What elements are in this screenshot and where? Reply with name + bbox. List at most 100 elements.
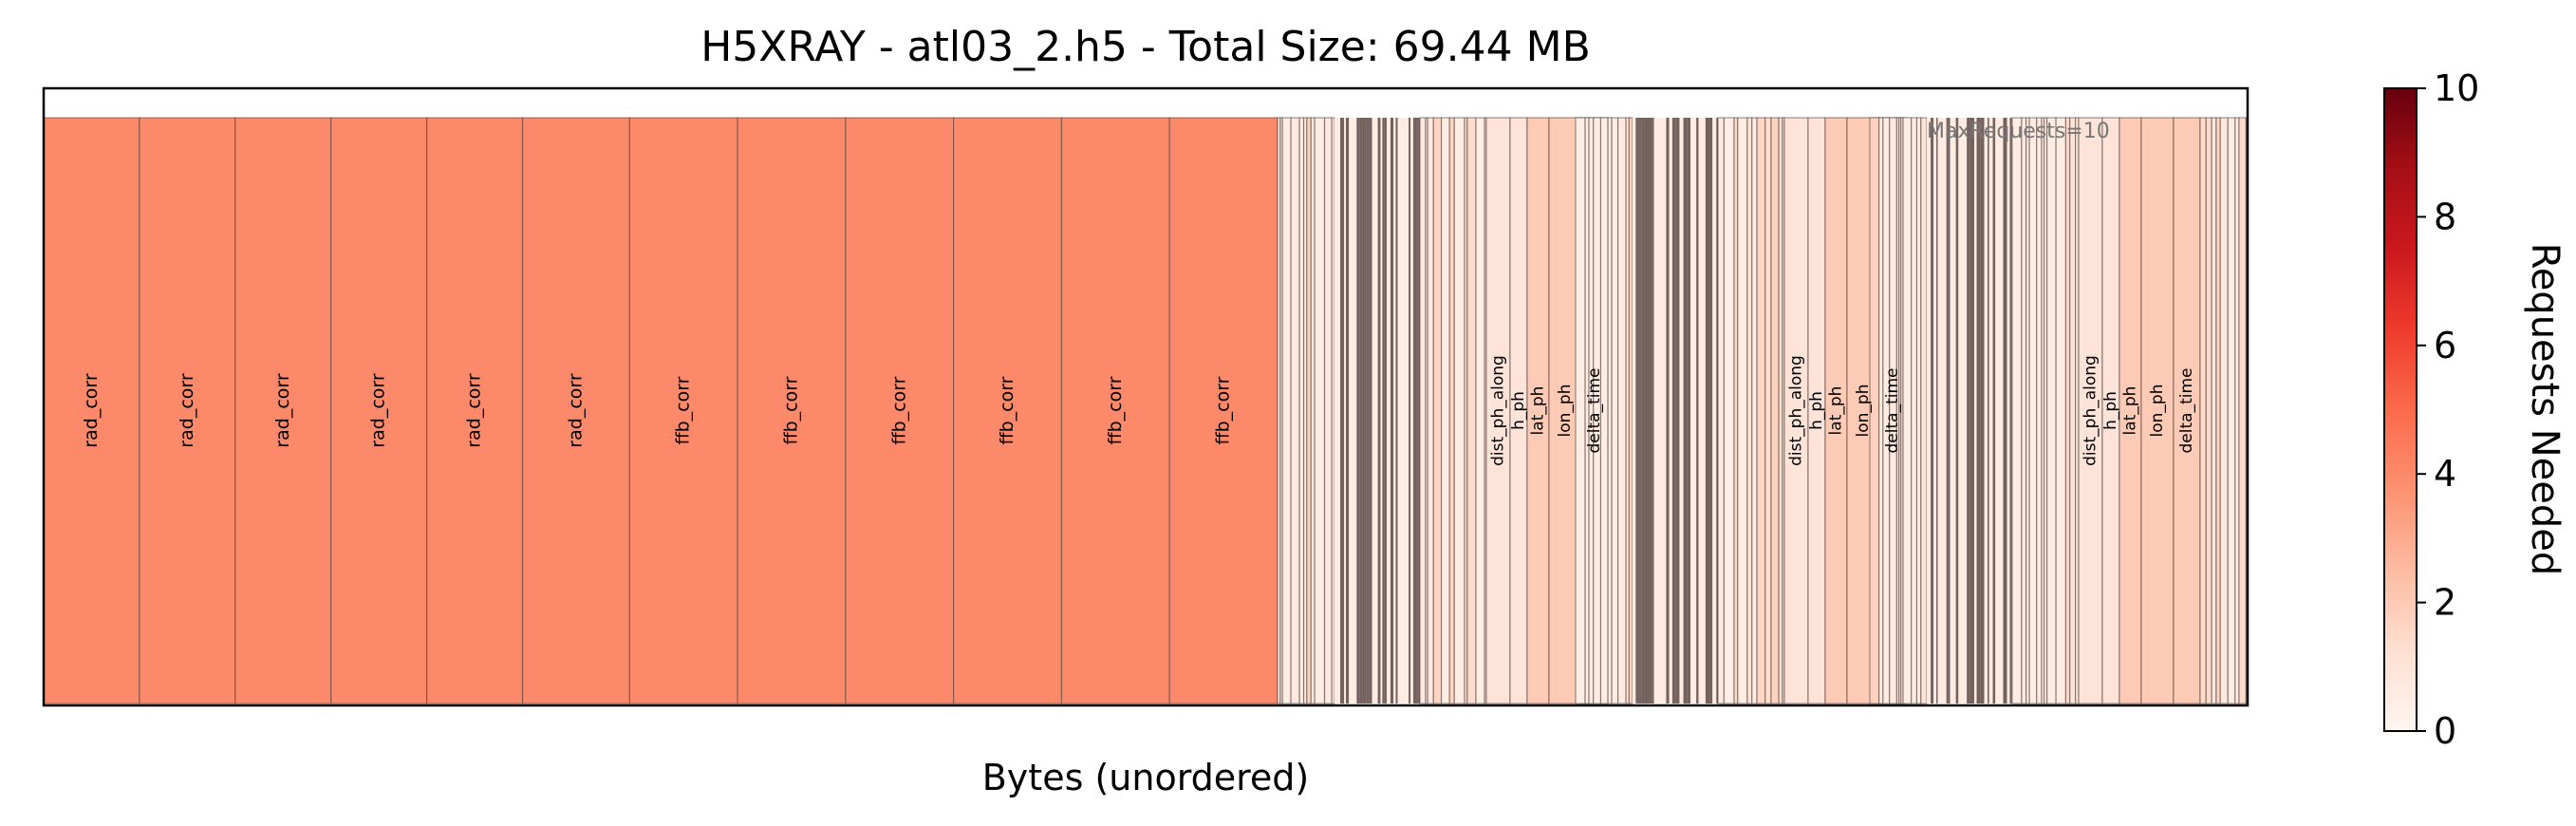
small-chunk — [1992, 118, 1996, 704]
small-chunk — [1386, 118, 1390, 704]
small-chunk — [2009, 118, 2012, 704]
small-chunk — [1657, 118, 1660, 704]
small-chunk — [1920, 117, 1928, 704]
small-chunk — [1988, 118, 1989, 704]
colorbar-tick-label: 0 — [2434, 710, 2456, 752]
small-chunk — [1958, 118, 1962, 704]
small-chunk — [1933, 118, 1937, 704]
x-axis-label: Bytes (unordered) — [982, 757, 1310, 798]
block-label: lon_ph — [2148, 385, 2167, 438]
small-chunk — [1344, 118, 1346, 704]
small-chunk — [1679, 118, 1684, 704]
small-chunk — [1980, 118, 1985, 704]
block-label: h_ph — [1807, 391, 1826, 430]
block-label: rad_corr — [464, 373, 485, 448]
small-chunk — [1961, 118, 1966, 704]
colorbar-tick-label: 6 — [2434, 325, 2456, 366]
small-chunk — [1338, 118, 1341, 704]
small-chunk — [1675, 118, 1680, 704]
small-chunk — [1652, 118, 1654, 704]
small-chunk — [2046, 117, 2057, 704]
small-chunk — [1409, 118, 1411, 704]
small-chunk — [1969, 118, 1974, 704]
small-chunk — [2199, 117, 2207, 704]
small-chunk — [1448, 117, 1455, 704]
small-chunk — [1466, 117, 1477, 704]
block-label: dist_ph_along — [1787, 355, 1806, 466]
small-chunk — [1939, 118, 1944, 704]
small-chunk — [2036, 117, 2043, 704]
colorbar-tick-label: 4 — [2434, 453, 2456, 495]
small-chunk — [1384, 118, 1387, 704]
small-chunk — [2028, 117, 2038, 704]
small-chunk — [1331, 117, 1335, 704]
small-chunk — [1698, 118, 1703, 704]
small-chunk — [1314, 117, 1326, 704]
small-chunk — [2021, 117, 2027, 704]
small-chunk — [1306, 117, 1312, 704]
small-chunk — [1290, 117, 1300, 704]
byte-block — [737, 117, 847, 704]
small-chunk — [1410, 118, 1413, 704]
small-chunk — [1366, 118, 1370, 704]
small-chunk — [1440, 117, 1450, 704]
small-chunk — [1950, 118, 1952, 704]
colorbar-tick-label: 8 — [2434, 196, 2456, 237]
small-chunk — [2007, 118, 2010, 704]
small-chunk — [1717, 117, 1725, 704]
small-chunk — [1400, 118, 1406, 704]
small-chunk — [1943, 118, 1947, 704]
small-chunk — [2064, 117, 2071, 704]
small-chunk — [1999, 118, 2004, 704]
small-chunk — [1390, 118, 1394, 704]
small-chunk — [1915, 117, 1922, 704]
small-chunk — [1902, 117, 1913, 704]
small-chunk — [1382, 118, 1385, 704]
small-chunk — [1281, 117, 1292, 704]
small-chunk — [1405, 118, 1409, 704]
block-label: ffb_corr — [781, 376, 802, 444]
small-chunk — [2211, 117, 2217, 704]
small-chunk — [1628, 117, 1633, 704]
byte-block — [521, 117, 630, 704]
small-chunk — [1911, 117, 1918, 704]
small-chunk — [1393, 118, 1396, 704]
small-chunk — [1617, 117, 1627, 704]
block-label: lon_ph — [1556, 385, 1575, 438]
block-label: delta_time — [1585, 368, 1604, 454]
small-chunk — [1955, 118, 1959, 704]
block-label: rad_corr — [81, 373, 102, 448]
small-chunk — [1988, 118, 1993, 704]
small-chunk — [1397, 118, 1401, 704]
byte-block — [139, 117, 236, 704]
small-chunk — [1690, 118, 1694, 704]
small-chunk — [1356, 118, 1360, 704]
small-chunk — [2011, 117, 2023, 704]
small-chunk — [1359, 118, 1363, 704]
byte-block — [953, 117, 1063, 704]
small-chunk — [1751, 117, 1758, 704]
block-label: rad_corr — [177, 373, 197, 448]
block-label: ffb_corr — [1105, 376, 1126, 444]
small-chunk — [1936, 118, 1938, 704]
block-label: rad_corr — [565, 373, 586, 448]
small-chunk — [1635, 118, 1638, 704]
small-chunk — [1335, 118, 1339, 704]
small-chunk — [2238, 117, 2247, 704]
colorbar-tick-label: 2 — [2434, 582, 2456, 624]
small-chunk — [1351, 118, 1353, 704]
small-chunk — [1611, 117, 1619, 704]
byte-block — [330, 117, 428, 704]
plot-area: rad_corr rad_corr rad_corr rad_corr rad_corr… — [44, 88, 2248, 705]
plot-frame — [42, 86, 2249, 707]
small-chunk — [1427, 117, 1434, 704]
small-chunk — [1770, 117, 1780, 704]
small-chunk — [1323, 117, 1333, 704]
small-chunk — [1372, 118, 1376, 704]
small-chunk — [1419, 117, 1427, 704]
small-chunk — [1349, 118, 1352, 704]
small-chunk — [1637, 118, 1640, 704]
block-label: ffb_corr — [673, 376, 694, 444]
small-chunk — [1927, 118, 1932, 704]
